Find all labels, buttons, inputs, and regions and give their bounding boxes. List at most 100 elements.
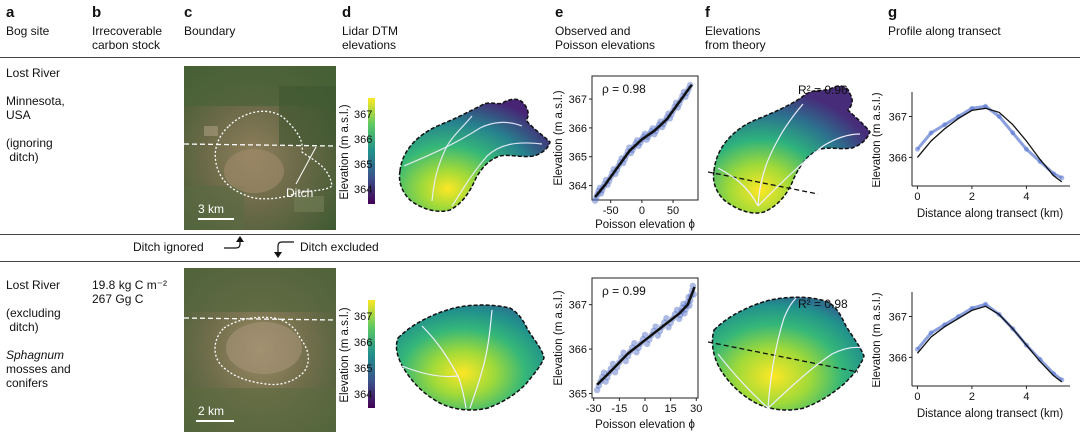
x-tick-label: -15 bbox=[611, 403, 627, 415]
data-point bbox=[609, 360, 617, 367]
data-point bbox=[620, 349, 627, 356]
y-tick-label: 367 bbox=[889, 112, 907, 124]
colorbar-tick: 364 bbox=[354, 184, 373, 196]
ditch-ignored-label: Ditch ignored bbox=[133, 240, 204, 254]
row2-site: Lost River (excluding ditch) Sphagnum mo… bbox=[6, 278, 71, 390]
data-point bbox=[622, 357, 629, 365]
colorbar-tick: 364 bbox=[354, 389, 373, 401]
rule-middle-top bbox=[0, 234, 1080, 235]
axis-label-y: Elevation (m a.s.l.) bbox=[872, 292, 883, 387]
axis-label-x: Distance along transect (km) bbox=[917, 208, 1064, 220]
row1-site-line: (ignoring bbox=[6, 136, 53, 150]
colorbar-label: Elevation (m a.s.l.) bbox=[339, 104, 351, 199]
axis-label-y: Elevation (m a.s.l.) bbox=[872, 92, 883, 187]
profile-plot-row1: Elevation (m a.s.l.) Distance along tran… bbox=[871, 86, 1077, 226]
y-tick-label: 365 bbox=[569, 389, 587, 401]
x-tick-label: 50 bbox=[667, 205, 679, 217]
row1-site-line: Minnesota, bbox=[6, 94, 65, 108]
x-tick-label: -50 bbox=[603, 205, 619, 217]
y-tick-label: 366 bbox=[889, 152, 907, 164]
axis-label-x: Distance along transect (km) bbox=[917, 408, 1064, 420]
colorbar-label: Elevation (m a.s.l.) bbox=[339, 307, 351, 402]
row1-site: Lost River Minnesota, USA (ignoring ditc… bbox=[6, 66, 65, 164]
header-carbon-stock: Irrecoverable carbon stock bbox=[92, 24, 162, 52]
y-tick-label: 367 bbox=[569, 300, 587, 312]
data-point bbox=[631, 340, 638, 347]
rule-middle-bottom bbox=[0, 261, 1080, 262]
x-tick-label: 15 bbox=[665, 403, 677, 415]
col-letter-e: e bbox=[555, 4, 564, 21]
axis-label-y: Elevation (m a.s.l.) bbox=[553, 90, 565, 185]
ditch-excluded-arrow bbox=[272, 236, 296, 265]
profile-plot-row2: Elevation (m a.s.l.) Distance along tran… bbox=[871, 286, 1077, 426]
scale-label-row1: 3 km bbox=[198, 202, 225, 216]
r2-annotation: R² = 0.96 bbox=[798, 83, 848, 97]
data-point bbox=[641, 331, 649, 339]
data-point bbox=[681, 310, 688, 317]
x-tick-label: 0 bbox=[639, 205, 645, 217]
lidar-map-row1 bbox=[392, 96, 552, 214]
header-lidar: Lidar DTM elevations bbox=[342, 24, 398, 52]
trend-line bbox=[594, 83, 693, 198]
row2-site-line: mosses and bbox=[6, 362, 71, 376]
y-tick-label: 364 bbox=[569, 181, 587, 193]
theory-map-row2: R² = 0.98 bbox=[707, 290, 878, 420]
colorbar-tick: 365 bbox=[354, 159, 373, 171]
header-profile: Profile along transect bbox=[888, 24, 1001, 38]
row2-site-line: (excluding bbox=[6, 306, 61, 320]
col-letter-a: a bbox=[6, 4, 15, 21]
row1-site-line: Lost River bbox=[6, 66, 61, 80]
colorbar-row2: Elevation (m a.s.l.) 367 366 365 364 bbox=[336, 298, 388, 412]
header-f-line2: from theory bbox=[705, 38, 766, 52]
data-point bbox=[680, 300, 687, 307]
row1-site-gap bbox=[6, 80, 65, 94]
x-tick-label: -30 bbox=[586, 403, 602, 415]
header-d-line1: Lidar DTM bbox=[342, 24, 399, 38]
data-point bbox=[591, 197, 599, 204]
row2-site-gap bbox=[6, 334, 71, 348]
colorbar-row1: Elevation (m a.s.l.) 367 366 365 364 bbox=[336, 96, 388, 208]
r2-annotation: R² = 0.98 bbox=[798, 297, 848, 311]
scale-label-row2: 2 km bbox=[198, 404, 225, 418]
theory-line bbox=[916, 305, 1063, 383]
col-letter-f: f bbox=[705, 4, 710, 21]
theory-map-row1: R² = 0.96 bbox=[707, 76, 878, 222]
col-letter-d: d bbox=[342, 4, 352, 21]
header-f-line1: Elevations bbox=[705, 24, 761, 38]
lidar-map-row2 bbox=[392, 296, 552, 414]
row2-site-gap bbox=[6, 292, 71, 306]
axis-label-x: Poisson elevation ϕ bbox=[595, 419, 695, 431]
profile-svg-row1: Elevation (m a.s.l.) Distance along tran… bbox=[871, 92, 1070, 220]
scatter-svg-row2: Elevation (m a.s.l.) Poisson elevation ϕ… bbox=[553, 277, 702, 431]
row1-site-line: ditch) bbox=[6, 150, 39, 164]
data-point bbox=[654, 332, 662, 339]
scatter-svg-row1: Elevation (m a.s.l.) Poisson elevation ϕ… bbox=[553, 75, 699, 231]
ditch-label: Ditch bbox=[286, 186, 314, 200]
carbon-density: 19.8 kg C m⁻² bbox=[92, 278, 168, 292]
header-b-line2: carbon stock bbox=[92, 38, 161, 52]
colorbar-tick: 366 bbox=[354, 134, 373, 146]
data-point bbox=[643, 340, 651, 348]
colorbar-tick: 367 bbox=[354, 109, 373, 121]
rule-top bbox=[0, 57, 1080, 58]
header-b-line1: Irrecoverable bbox=[92, 24, 163, 38]
data-point bbox=[652, 323, 659, 330]
data-point bbox=[673, 306, 681, 314]
observed-line bbox=[916, 302, 1063, 382]
y-tick-label: 366 bbox=[569, 123, 587, 135]
header-e-line1: Observed and bbox=[555, 24, 631, 38]
rho-annotation: ρ = 0.98 bbox=[602, 82, 646, 96]
data-point bbox=[593, 386, 601, 394]
x-tick-label: 30 bbox=[690, 403, 702, 415]
y-tick-label: 366 bbox=[889, 352, 907, 364]
data-point bbox=[665, 324, 672, 331]
header-bog-site: Bog site bbox=[6, 24, 50, 38]
data-point bbox=[602, 378, 609, 385]
header-e-line2: Poisson elevations bbox=[555, 38, 656, 52]
scatter-plot-row1: Elevation (m a.s.l.) Poisson elevation ϕ… bbox=[552, 66, 702, 234]
header-boundary: Boundary bbox=[184, 24, 236, 38]
ditch-ignored-arrow bbox=[222, 236, 246, 261]
row2-site-line: Sphagnum bbox=[6, 348, 65, 362]
x-tick-label: 0 bbox=[642, 403, 648, 415]
row1-site-line: USA bbox=[6, 108, 31, 122]
